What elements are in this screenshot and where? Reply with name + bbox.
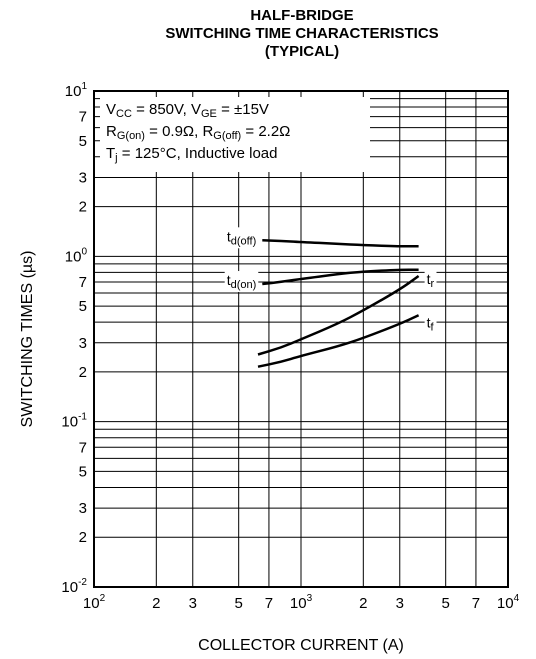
y-tick-label: 100 xyxy=(65,246,88,265)
y-tick-label: 10-2 xyxy=(61,577,87,596)
x-tick-label: 7 xyxy=(265,595,273,612)
chart-title-line-2: SWITCHING TIME CHARACTERISTICS xyxy=(165,25,438,42)
x-tick-label: 104 xyxy=(497,593,520,612)
x-tick-label: 5 xyxy=(442,595,450,612)
x-tick-label: 7 xyxy=(472,595,480,612)
x-tick-label: 103 xyxy=(290,593,313,612)
y-tick-label: 7 xyxy=(79,274,87,291)
y-tick-label: 101 xyxy=(65,81,88,100)
y-tick-label: 5 xyxy=(79,298,87,315)
x-tick-labels: 102 2 3 5 7 103 2 3 5 7 104 xyxy=(83,593,520,612)
y-tick-label: 2 xyxy=(79,529,87,546)
x-tick-label: 3 xyxy=(396,595,404,612)
y-tick-label: 5 xyxy=(79,463,87,480)
y-tick-label: 3 xyxy=(79,335,87,352)
y-tick-label: 5 xyxy=(79,133,87,150)
y-tick-labels: 101 7 5 3 2 100 7 5 3 2 10-1 7 5 3 2 10-2 xyxy=(61,81,87,596)
chart-title-line-1: HALF-BRIDGE xyxy=(250,7,353,24)
x-tick-label: 5 xyxy=(235,595,243,612)
y-axis-label: SWITCHING TIMES (µs) xyxy=(19,251,36,428)
y-tick-label: 2 xyxy=(79,364,87,381)
x-tick-label: 2 xyxy=(359,595,367,612)
y-tick-label: 7 xyxy=(79,109,87,126)
y-tick-label: 3 xyxy=(79,500,87,517)
x-tick-label: 3 xyxy=(189,595,197,612)
series-td(off)-line xyxy=(262,240,418,246)
y-tick-label: 7 xyxy=(79,439,87,456)
x-axis-label: COLLECTOR CURRENT (A) xyxy=(198,637,404,654)
x-tick-label: 2 xyxy=(152,595,160,612)
conditions-line-3: Tj = 125°C, Inductive load xyxy=(106,145,277,164)
y-tick-label: 3 xyxy=(79,169,87,186)
chart-title-line-3: (TYPICAL) xyxy=(265,43,339,60)
x-tick-label: 102 xyxy=(83,593,106,612)
y-tick-label: 10-1 xyxy=(61,412,87,431)
y-tick-label: 2 xyxy=(79,199,87,216)
